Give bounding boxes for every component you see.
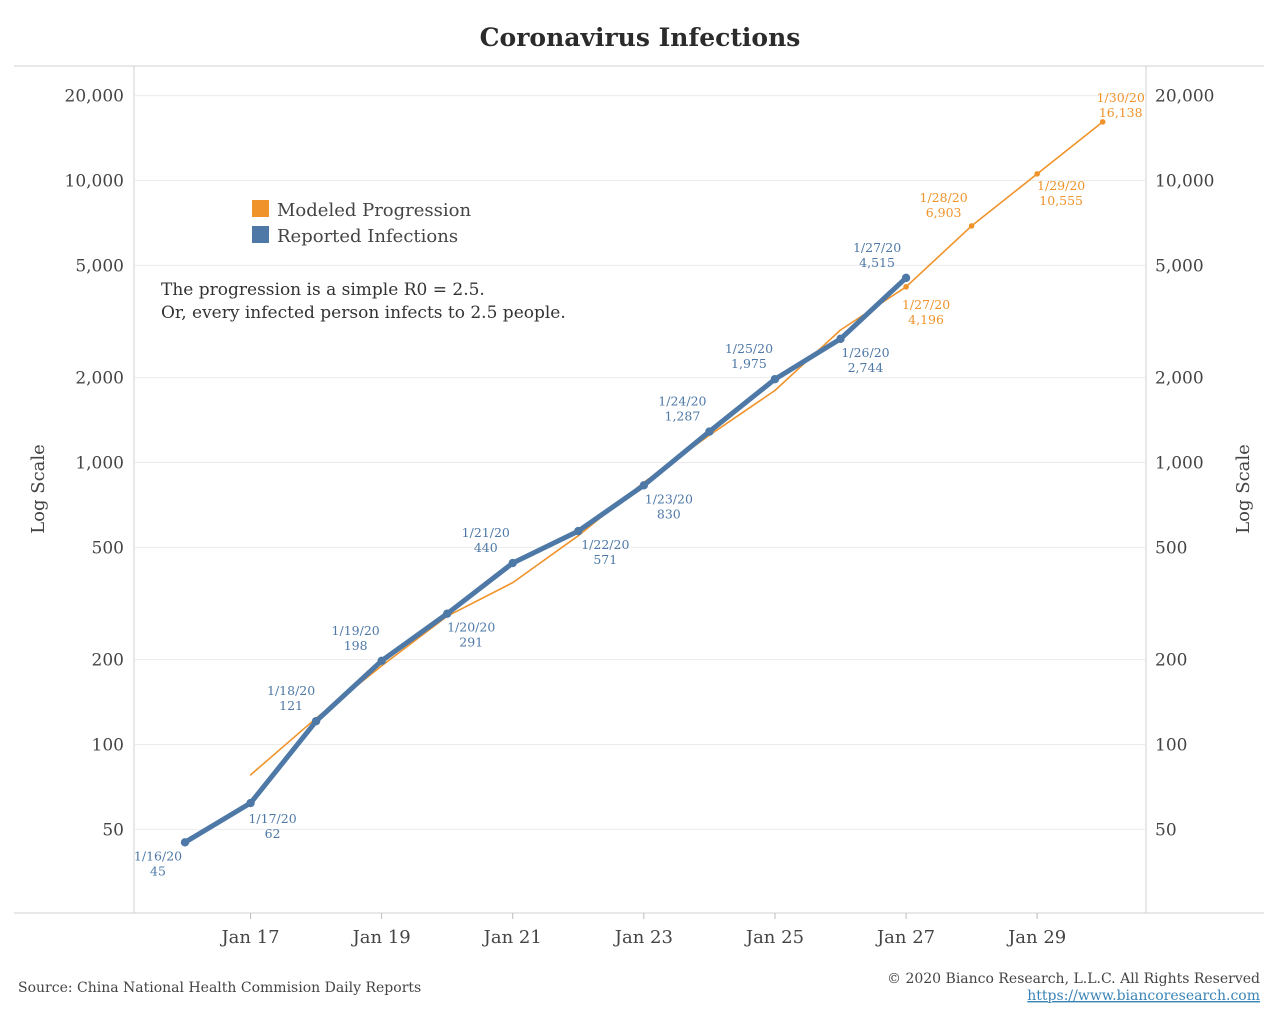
y-axis-title-right: Log Scale xyxy=(1233,444,1254,534)
reported-point xyxy=(508,558,517,568)
data-labels: 1/27/20 4,196 1/28/20 6,903 1/29/20 10,555 1/3… xyxy=(134,90,1145,878)
y-tick-label-left: 5,000 xyxy=(75,256,124,276)
annotation-line-2: Or, every infected person infects to 2.5… xyxy=(161,303,566,323)
website-link[interactable]: https://www.biancoresearch.com xyxy=(1027,988,1260,1004)
x-tick-labels: Jan 17 Jan 19 Jan 21 Jan 23 Jan 25 Jan 27 Jan … xyxy=(219,913,1066,948)
modeled-data-label: 1/28/20 6,903 xyxy=(920,190,968,220)
reported-data-label: 1/21/20 440 xyxy=(462,525,510,555)
legend: Modeled Progression Reported Infections xyxy=(252,200,471,247)
legend-swatch-reported xyxy=(252,226,269,243)
reported-point xyxy=(639,481,649,490)
reported-data-label: 1/23/20 830 xyxy=(645,491,693,521)
reported-data-label: 1/19/20 198 xyxy=(332,623,380,653)
y-tick-label-left: 1,000 xyxy=(75,454,124,474)
reported-data-label: 1/18/20 121 xyxy=(267,683,315,713)
reported-data-label: 1/26/20 2,744 xyxy=(841,345,889,375)
y-tick-label-right: 5,000 xyxy=(1155,256,1204,276)
modeled-point xyxy=(903,284,909,290)
y-tick-label-right: 10,000 xyxy=(1155,172,1214,192)
y-tick-label-left: 2,000 xyxy=(75,369,124,389)
y-tick-label-left: 20,000 xyxy=(65,87,124,107)
y-tick-label-left: 500 xyxy=(92,538,124,558)
gridlines xyxy=(134,95,1146,830)
reported-data-label: 1/16/20 45 xyxy=(134,848,182,878)
reported-point xyxy=(901,273,911,283)
chart-title: Coronavirus Infections xyxy=(480,23,801,52)
reported-data-label: 1/22/20 571 xyxy=(581,537,629,567)
copyright-note: © 2020 Bianco Research, L.L.C. All Right… xyxy=(887,971,1260,987)
plot-frame xyxy=(14,65,1264,914)
x-tick-label: Jan 21 xyxy=(482,927,542,948)
y-tick-label-right: 500 xyxy=(1155,538,1187,558)
x-tick-label: Jan 25 xyxy=(744,927,804,948)
y-tick-label-left: 100 xyxy=(92,736,124,756)
reported-infections-line xyxy=(182,275,909,845)
modeled-data-label: 1/30/20 16,138 xyxy=(1097,90,1145,120)
x-tick-label: Jan 19 xyxy=(351,927,411,948)
reported-data-label: 1/25/20 1,975 xyxy=(725,341,773,371)
y-tick-label-left: 200 xyxy=(92,651,124,671)
y-tick-label-right: 100 xyxy=(1155,736,1187,756)
modeled-point xyxy=(968,223,975,229)
y-tick-label-left: 50 xyxy=(102,820,124,840)
y-tick-label-right: 50 xyxy=(1155,820,1177,840)
annotation-line-1: The progression is a simple R0 = 2.5. xyxy=(161,280,485,300)
reported-point xyxy=(246,798,255,808)
reported-point xyxy=(705,427,714,436)
reported-point xyxy=(180,838,190,847)
y-axis-title-left: Log Scale xyxy=(28,444,49,534)
reported-data-label: 1/20/20 291 xyxy=(447,620,495,650)
y-tick-label-right: 2,000 xyxy=(1155,369,1204,389)
series xyxy=(180,119,1106,847)
modeled-data-label: 1/29/20 10,555 xyxy=(1037,178,1085,208)
x-tick-label: Jan 29 xyxy=(1006,927,1066,948)
x-tick-label: Jan 23 xyxy=(613,927,673,948)
reported-point xyxy=(377,656,386,666)
reported-point xyxy=(770,374,780,384)
y-tick-label-right: 200 xyxy=(1155,651,1187,671)
reported-data-label: 1/17/20 62 xyxy=(248,811,296,841)
reported-data-label: 1/27/20 4,515 xyxy=(853,240,901,270)
legend-label-modeled: Modeled Progression xyxy=(277,200,471,221)
y-tick-labels: 50 50 100 100 200 200 500 500 1,000 1,000 2,000 2,0… xyxy=(65,87,1215,841)
y-tick-label-right: 1,000 xyxy=(1155,454,1204,474)
modeled-point xyxy=(1099,119,1106,125)
modeled-point xyxy=(1034,171,1040,177)
y-tick-label-left: 10,000 xyxy=(65,172,124,192)
modeled-data-label: 1/27/20 4,196 xyxy=(902,297,950,327)
source-note: Source: China National Health Commision … xyxy=(18,980,421,996)
reported-point xyxy=(836,334,845,344)
reported-data-label: 1/24/20 1,287 xyxy=(658,394,706,424)
x-tick-label: Jan 27 xyxy=(875,927,935,948)
legend-swatch-modeled xyxy=(252,200,269,217)
reported-point xyxy=(311,716,321,726)
y-tick-label-right: 20,000 xyxy=(1155,87,1214,107)
x-tick-label: Jan 17 xyxy=(219,927,279,948)
reported-point xyxy=(443,609,452,618)
reported-point xyxy=(574,526,583,536)
legend-label-reported: Reported Infections xyxy=(277,226,458,247)
